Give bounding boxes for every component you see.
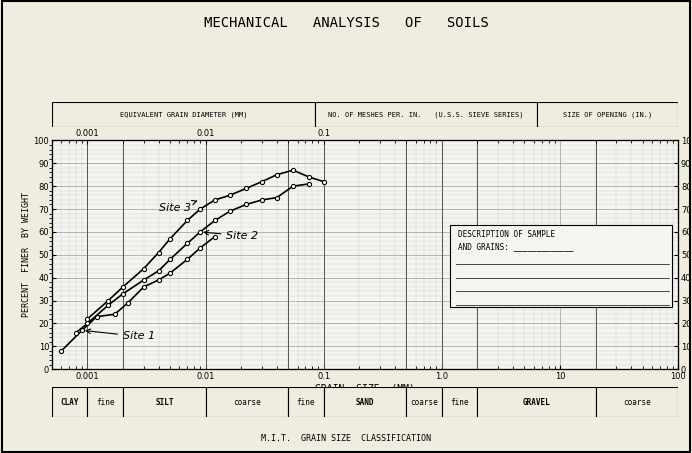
Text: coarse: coarse [410, 398, 438, 406]
Bar [315, 102, 537, 127]
Text: SAND: SAND [356, 398, 374, 406]
Bar [406, 387, 442, 417]
Bar [477, 387, 596, 417]
Bar [442, 387, 477, 417]
Y-axis label: PERCENT  FINER  BY WEIGHT: PERCENT FINER BY WEIGHT [21, 193, 30, 317]
Text: AND GRAINS: _____________: AND GRAINS: _____________ [457, 242, 574, 251]
Text: SIZE OF OPENING (IN.): SIZE OF OPENING (IN.) [563, 111, 653, 118]
Text: fine: fine [96, 398, 114, 406]
Text: coarse: coarse [623, 398, 650, 406]
Text: Site 1: Site 1 [86, 329, 155, 342]
X-axis label: GRAIN  SIZE  (MM): GRAIN SIZE (MM) [315, 384, 415, 394]
Text: SILT: SILT [155, 398, 174, 406]
Bar [87, 387, 123, 417]
Text: Site 3: Site 3 [158, 201, 197, 213]
Bar [450, 225, 672, 308]
Bar [52, 102, 315, 127]
Text: MECHANICAL   ANALYSIS   OF   SOILS: MECHANICAL ANALYSIS OF SOILS [203, 16, 489, 30]
Bar [537, 102, 678, 127]
Text: fine: fine [450, 398, 469, 406]
Bar [596, 387, 678, 417]
Text: EQUIVALENT GRAIN DIAMETER (MM): EQUIVALENT GRAIN DIAMETER (MM) [120, 111, 247, 118]
Bar [52, 387, 87, 417]
Text: CLAY: CLAY [60, 398, 79, 406]
Bar [206, 387, 288, 417]
Bar [324, 387, 406, 417]
Text: Site 2: Site 2 [204, 231, 259, 241]
Text: DESCRIPTION OF SAMPLE: DESCRIPTION OF SAMPLE [457, 230, 555, 239]
Bar [123, 387, 206, 417]
Text: NO. OF MESHES PER. IN.   (U.S.S. SIEVE SERIES): NO. OF MESHES PER. IN. (U.S.S. SIEVE SER… [328, 111, 524, 118]
Text: GRAVEL: GRAVEL [522, 398, 550, 406]
Text: coarse: coarse [233, 398, 261, 406]
Text: fine: fine [297, 398, 316, 406]
Text: M.I.T.  GRAIN SIZE  CLASSIFICATION: M.I.T. GRAIN SIZE CLASSIFICATION [261, 434, 431, 443]
Bar [288, 387, 324, 417]
